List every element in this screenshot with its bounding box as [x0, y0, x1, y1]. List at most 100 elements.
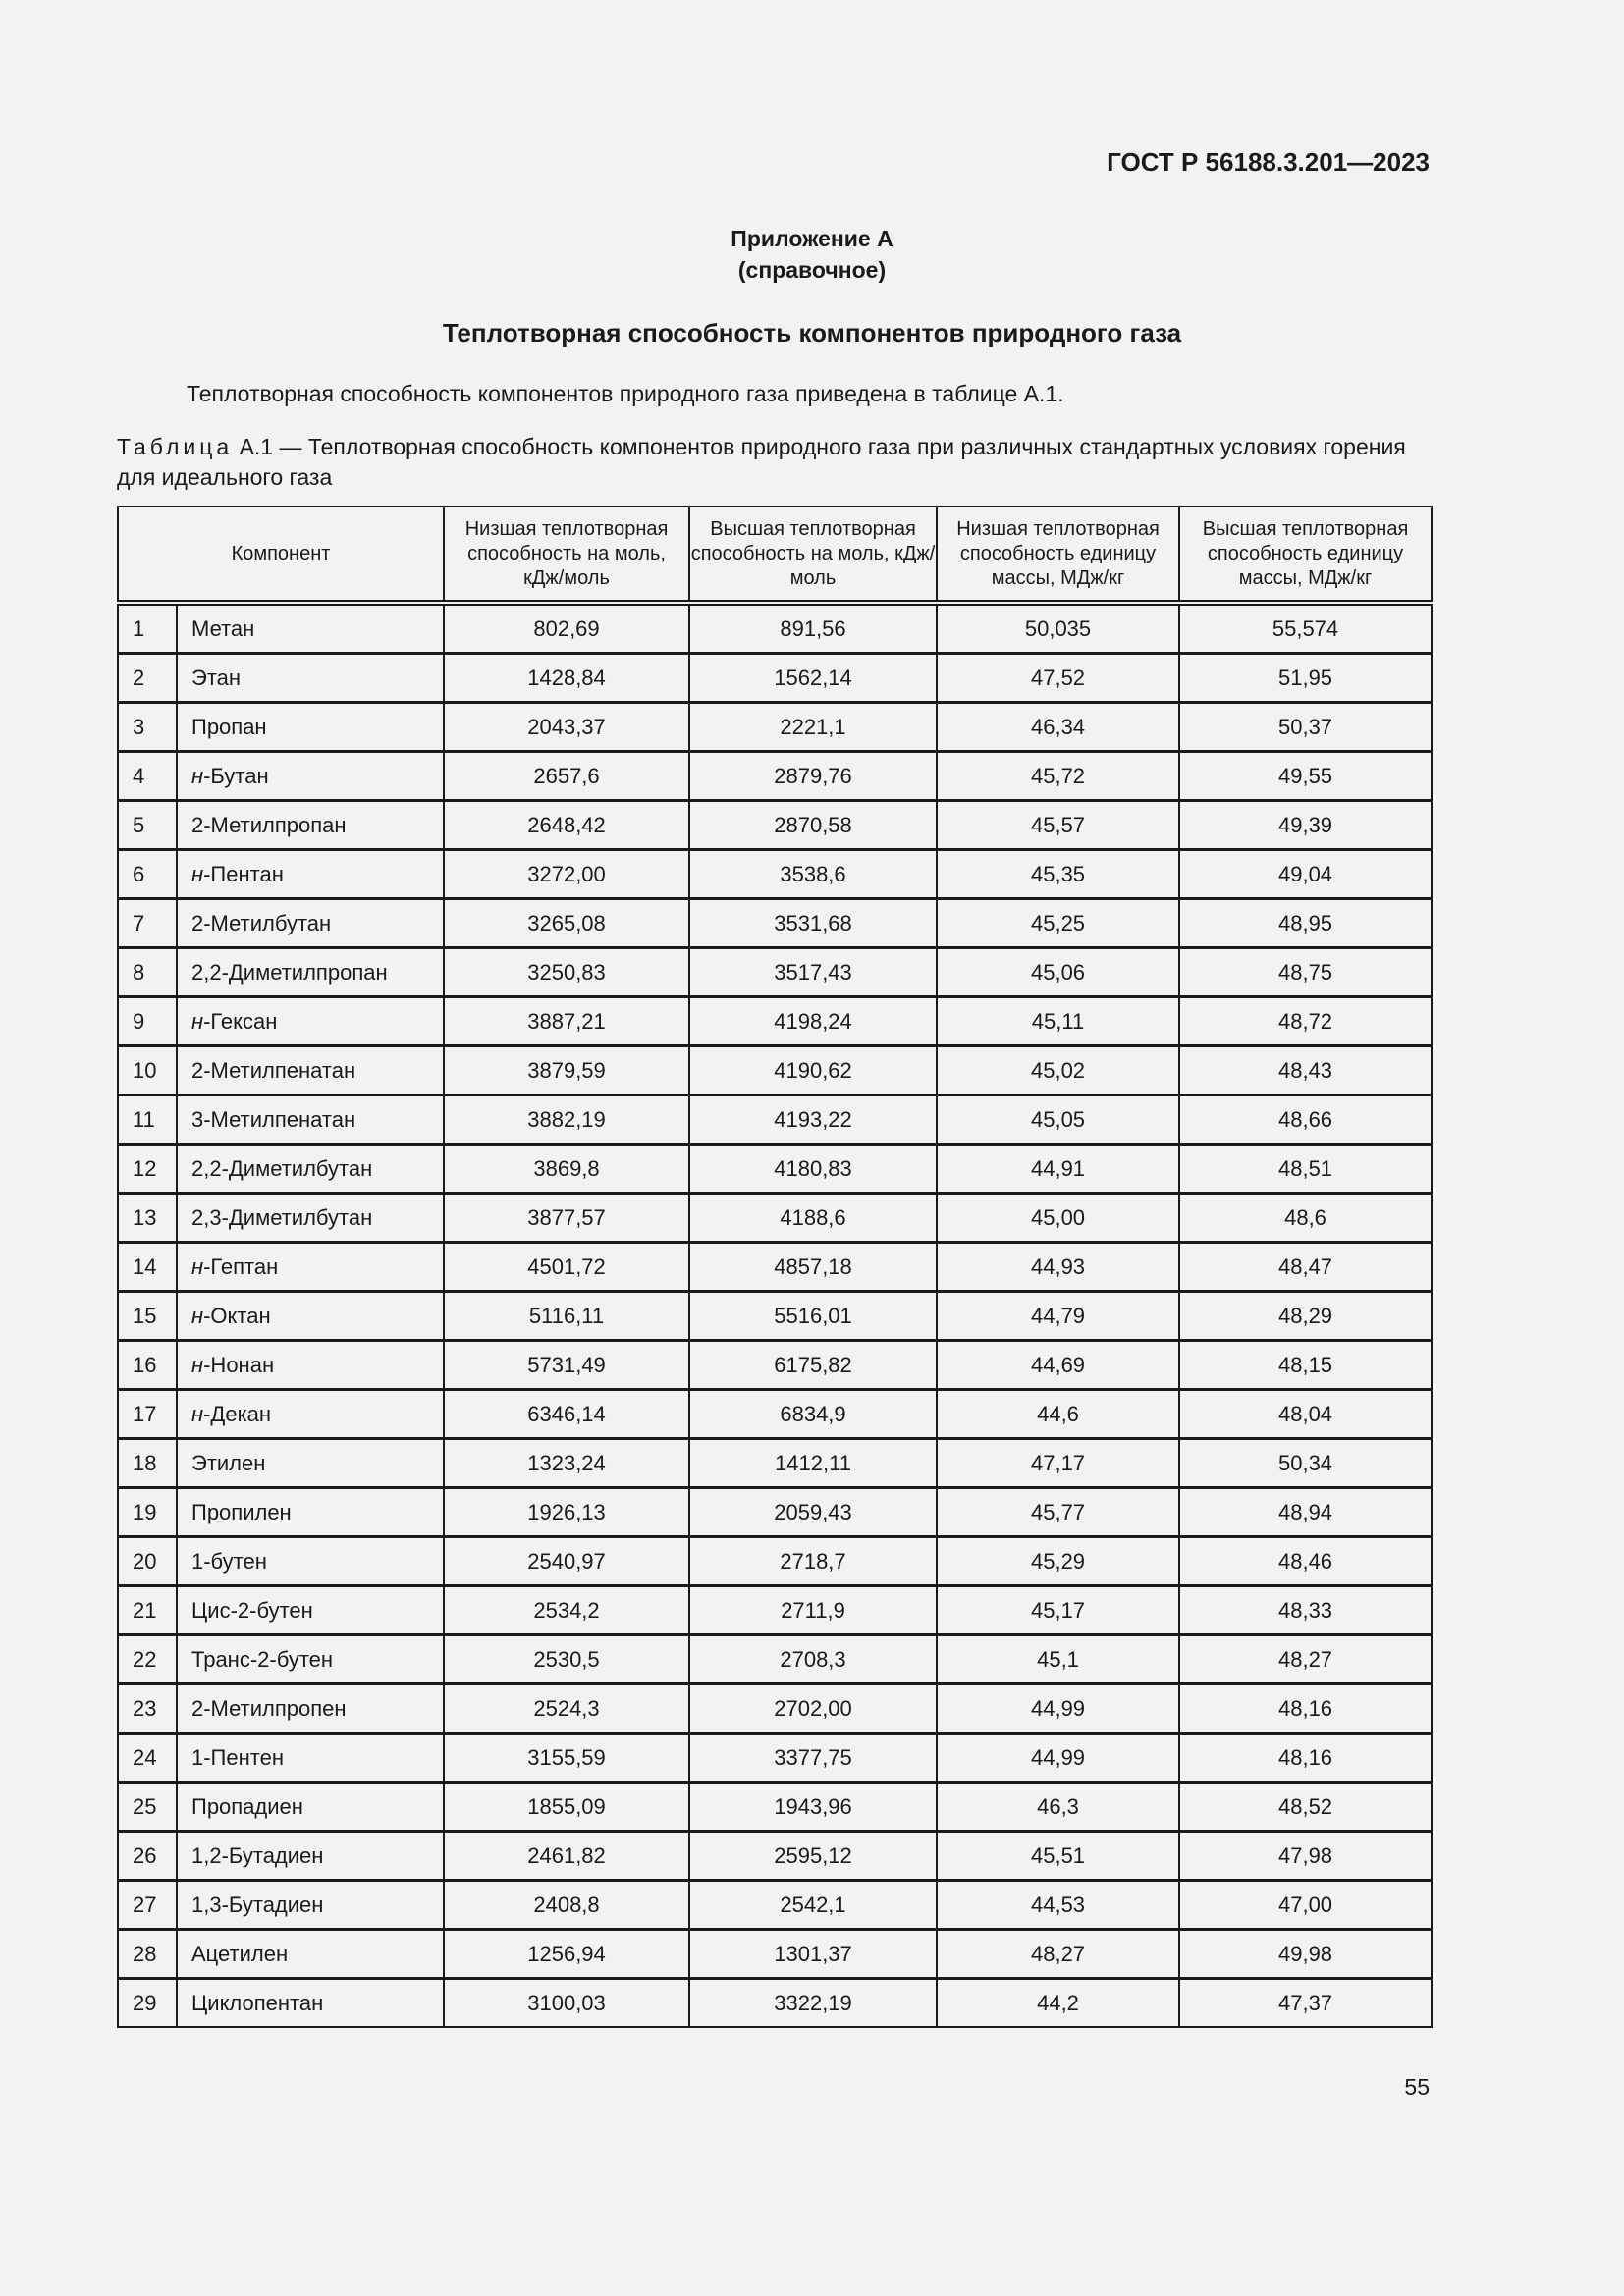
- row-number: 2: [117, 652, 178, 704]
- value-cell: 49,98: [1178, 1928, 1434, 1980]
- value-cell: 44,6: [936, 1388, 1181, 1440]
- value-cell: 3887,21: [443, 995, 691, 1047]
- document-code: ГОСТ Р 56188.3.201—2023: [1107, 147, 1430, 177]
- value-cell: 48,16: [1178, 1682, 1434, 1735]
- table-row: 2 Этан 1428,84 1562,14 47,52 51,95: [117, 652, 1434, 704]
- component-name-text: -Нонан: [203, 1352, 275, 1377]
- table-row: 4 н-Бутан 2657,6 2879,76 45,72 49,55: [117, 750, 1434, 802]
- component-name-text: 2-Метилбутан: [191, 910, 332, 935]
- table-row: 3 Пропан 2043,37 2221,1 46,34 50,37: [117, 701, 1434, 753]
- component-name-text: -Гептан: [203, 1254, 279, 1279]
- component-name-text: 2-Метилпропен: [191, 1695, 347, 1721]
- table-header-row: Компонент Низшая теплотворная способност…: [116, 506, 1434, 606]
- row-number: 29: [117, 1977, 178, 2028]
- value-cell: 45,25: [936, 897, 1181, 949]
- table-row: 12 2,2-Диметилбутан 3869,8 4180,83 44,91 48,5…: [117, 1143, 1434, 1195]
- table-row: 11 3-Метилпенатан 3882,19 4193,22 45,05 48,66: [117, 1094, 1434, 1146]
- component-name: Этан: [175, 652, 446, 704]
- component-name-text: -Октан: [203, 1303, 271, 1328]
- column-header-higher-mass: Высшая теплотворная способность единицу …: [1178, 506, 1434, 606]
- table-row: 23 2-Метилпропен 2524,3 2702,00 44,99 48,16: [117, 1682, 1434, 1735]
- component-name-text: Метан: [191, 615, 255, 641]
- value-cell: 1256,94: [443, 1928, 691, 1980]
- value-cell: 47,52: [936, 652, 1181, 704]
- value-cell: 4190,62: [688, 1044, 939, 1096]
- table-row: 8 2,2-Диметилпропан 3250,83 3517,43 45,06 48,…: [117, 946, 1434, 998]
- value-cell: 2059,43: [688, 1486, 939, 1538]
- table-row: 16 н-Нонан 5731,49 6175,82 44,69 48,15: [117, 1339, 1434, 1391]
- table-row: 5 2-Метилпропан 2648,42 2870,58 45,57 49,39: [117, 799, 1434, 851]
- component-name: Пропадиен: [175, 1781, 446, 1833]
- row-number: 5: [117, 799, 178, 851]
- table-row: 9 н-Гексан 3887,21 4198,24 45,11 48,72: [117, 995, 1434, 1047]
- value-cell: 48,16: [1178, 1732, 1434, 1784]
- value-cell: 3531,68: [688, 897, 939, 949]
- table-row: 28 Ацетилен 1256,94 1301,37 48,27 49,98: [117, 1928, 1434, 1980]
- value-cell: 3869,8: [443, 1143, 691, 1195]
- value-cell: 2534,2: [443, 1584, 691, 1636]
- component-name: 1,2-Бутадиен: [175, 1830, 446, 1882]
- component-name: н-Нонан: [175, 1339, 446, 1391]
- component-name: Пропан: [175, 701, 446, 753]
- component-name: н-Пентан: [175, 848, 446, 900]
- value-cell: 3265,08: [443, 897, 691, 949]
- value-cell: 45,1: [936, 1633, 1181, 1685]
- row-number: 1: [117, 602, 178, 655]
- value-cell: 1926,13: [443, 1486, 691, 1538]
- value-cell: 45,29: [936, 1535, 1181, 1587]
- row-number: 12: [117, 1143, 178, 1195]
- component-name-text: Циклопентан: [191, 1990, 324, 2015]
- value-cell: 3538,6: [688, 848, 939, 900]
- table-row: 7 2-Метилбутан 3265,08 3531,68 45,25 48,95: [117, 897, 1434, 949]
- component-prefix: н: [191, 1352, 204, 1377]
- value-cell: 2530,5: [443, 1633, 691, 1685]
- row-number: 19: [117, 1486, 178, 1538]
- value-cell: 48,66: [1178, 1094, 1434, 1146]
- section-title: Теплотворная способность компонентов при…: [442, 318, 1182, 347]
- value-cell: 6834,9: [688, 1388, 939, 1440]
- component-prefix: н: [191, 1303, 204, 1328]
- table-row: 13 2,3-Диметилбутан 3877,57 4188,6 45,00 48,6: [117, 1192, 1434, 1244]
- component-name-text: -Пентан: [203, 861, 284, 886]
- component-name: Этилен: [175, 1437, 446, 1489]
- row-number: 16: [117, 1339, 178, 1391]
- component-name: 2-Метилпропен: [175, 1682, 446, 1735]
- column-header-component: Компонент: [116, 506, 446, 606]
- value-cell: 55,574: [1178, 602, 1434, 655]
- column-header-higher-molar: Высшая теплотворная способность на моль,…: [688, 506, 939, 606]
- value-cell: 1323,24: [443, 1437, 691, 1489]
- value-cell: 2711,9: [688, 1584, 939, 1636]
- row-number: 26: [117, 1830, 178, 1882]
- row-number: 7: [117, 897, 178, 949]
- value-cell: 48,27: [936, 1928, 1181, 1980]
- value-cell: 48,72: [1178, 995, 1434, 1047]
- component-name: Транс-2-бутен: [175, 1633, 446, 1685]
- value-cell: 48,47: [1178, 1241, 1434, 1293]
- value-cell: 47,98: [1178, 1830, 1434, 1882]
- component-name: 1,3-Бутадиен: [175, 1879, 446, 1931]
- row-number: 17: [117, 1388, 178, 1440]
- value-cell: 4193,22: [688, 1094, 939, 1146]
- value-cell: 44,2: [936, 1977, 1181, 2028]
- row-number: 4: [117, 750, 178, 802]
- table-row: 19 Пропилен 1926,13 2059,43 45,77 48,94: [117, 1486, 1434, 1538]
- value-cell: 48,75: [1178, 946, 1434, 998]
- row-number: 20: [117, 1535, 178, 1587]
- component-name-text: Ацетилен: [191, 1941, 289, 1966]
- value-cell: 48,95: [1178, 897, 1434, 949]
- value-cell: 48,04: [1178, 1388, 1434, 1440]
- value-cell: 3100,03: [443, 1977, 691, 2028]
- row-number: 21: [117, 1584, 178, 1636]
- value-cell: 2043,37: [443, 701, 691, 753]
- component-name: Метан: [175, 602, 446, 655]
- table-row: 21 Цис-2-бутен 2534,2 2711,9 45,17 48,33: [117, 1584, 1434, 1636]
- component-prefix: н: [191, 1008, 204, 1034]
- row-number: 14: [117, 1241, 178, 1293]
- value-cell: 3322,19: [688, 1977, 939, 2028]
- value-cell: 2657,6: [443, 750, 691, 802]
- component-prefix: н: [191, 861, 204, 886]
- value-cell: 3882,19: [443, 1094, 691, 1146]
- value-cell: 48,15: [1178, 1339, 1434, 1391]
- table-row: 1 Метан 802,69 891,56 50,035 55,574: [117, 602, 1434, 655]
- component-name: 2-Метилпропан: [175, 799, 446, 851]
